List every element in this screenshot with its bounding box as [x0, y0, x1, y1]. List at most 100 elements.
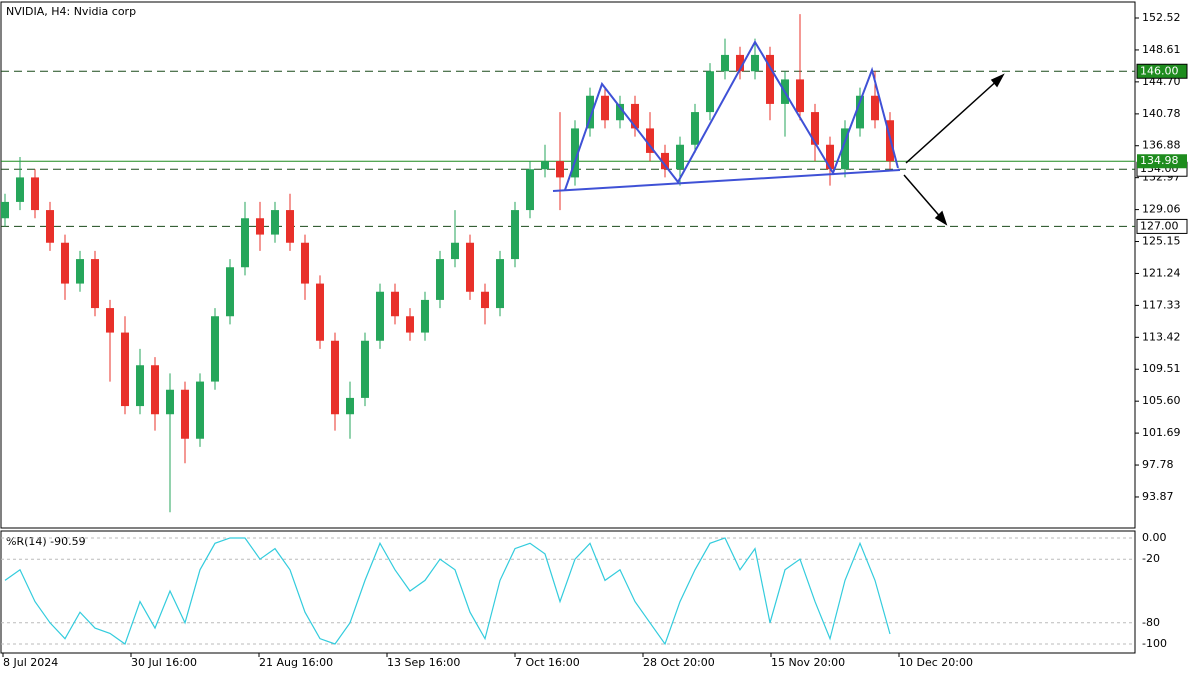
- x-tick-label: 10 Dec 20:00: [899, 656, 973, 669]
- arrows: [903, 73, 1005, 226]
- candle-body: [376, 291, 384, 341]
- candle-body: [346, 397, 354, 415]
- indicator-title: %R(14) -90.59: [6, 535, 86, 548]
- y-tick-label: 109.51: [1142, 362, 1181, 375]
- candle-body: [76, 259, 84, 284]
- candle-body: [31, 177, 39, 211]
- y-tick-label: 101.69: [1142, 426, 1181, 439]
- candle-body: [571, 128, 579, 178]
- candle-body: [736, 54, 744, 72]
- main-frame: [0, 1, 1136, 529]
- candle-body: [691, 112, 699, 145]
- candle-body: [751, 54, 759, 72]
- x-tick-label: 8 Jul 2024: [3, 656, 58, 669]
- indicator-tick-label: -80: [1142, 616, 1160, 629]
- arrow-down-head: [934, 210, 948, 226]
- y-tick-label: 125.15: [1142, 235, 1181, 248]
- indicator-tick-label: 0.00: [1142, 531, 1167, 544]
- candle-body: [646, 128, 654, 153]
- candle-body: [406, 316, 414, 333]
- candle-body: [256, 218, 264, 235]
- candle-body: [391, 291, 399, 317]
- candle-body: [361, 340, 369, 398]
- candle-body: [301, 242, 309, 284]
- candle-body: [211, 316, 219, 382]
- pattern-lines: [552, 39, 901, 192]
- y-tick-label: 140.78: [1142, 107, 1181, 120]
- candle-body: [706, 71, 714, 113]
- candle-body: [841, 128, 849, 170]
- candle-body: [601, 95, 609, 121]
- candle-body: [226, 267, 234, 317]
- x-tick-label: 30 Jul 16:00: [131, 656, 197, 669]
- neckline: [552, 169, 901, 192]
- indicator-line: [4, 537, 891, 646]
- candle-body: [46, 210, 54, 243]
- candle-body: [286, 210, 294, 243]
- candle-body: [661, 152, 669, 170]
- x-tick-label: 7 Oct 16:00: [515, 656, 580, 669]
- candle-body: [721, 54, 729, 72]
- y-tick-label: 105.60: [1142, 394, 1181, 407]
- candle-body: [466, 242, 474, 292]
- indicator-tick-label: -20: [1142, 552, 1160, 565]
- candle-body: [271, 210, 279, 235]
- candle-body: [16, 177, 24, 202]
- y-tick-label: 93.87: [1142, 490, 1174, 503]
- candle-body: [436, 259, 444, 300]
- candle-body: [91, 259, 99, 309]
- candle-body: [511, 210, 519, 260]
- level-label-box: [1136, 218, 1188, 234]
- candle-body: [526, 169, 534, 211]
- y-tick-label: 152.52: [1142, 11, 1181, 24]
- indicator-tick-label: -100: [1142, 637, 1167, 650]
- candle-body: [181, 389, 189, 439]
- candle-body: [421, 299, 429, 333]
- candle-body: [166, 389, 174, 415]
- candle-body: [241, 218, 249, 268]
- candle-body: [556, 161, 564, 178]
- candle-body: [616, 103, 624, 121]
- candle-body: [121, 332, 129, 407]
- y-tick-label: 129.06: [1142, 203, 1181, 216]
- candle-body: [766, 54, 774, 104]
- marks: 152.52148.61144.70140.78136.88132.97129.…: [1, 11, 1188, 669]
- chart-title: NVIDIA, H4: Nvidia corp: [6, 5, 136, 18]
- candle-body: [106, 308, 114, 333]
- indicator-frame: [0, 530, 1136, 654]
- candle-body: [316, 283, 324, 341]
- candle-body: [196, 381, 204, 439]
- candle-body: [676, 144, 684, 170]
- y-tick-label: 136.88: [1142, 139, 1181, 152]
- candle-body: [811, 112, 819, 145]
- x-tick-label: 28 Oct 20:00: [643, 656, 715, 669]
- y-tick-label: 117.33: [1142, 298, 1181, 311]
- level-label: 146.00: [1140, 64, 1179, 77]
- arrow-up-head: [990, 73, 1005, 88]
- candle-body: [586, 95, 594, 129]
- candle-body: [481, 291, 489, 309]
- head-shoulders: [564, 39, 899, 191]
- arrow-down: [903, 174, 944, 221]
- candle-body: [496, 259, 504, 309]
- candle-body: [151, 365, 159, 415]
- candle-body: [796, 79, 804, 113]
- y-tick-label: 97.78: [1142, 458, 1174, 471]
- level-label-box: [1136, 63, 1188, 79]
- y-tick-label: 113.42: [1142, 330, 1181, 343]
- arrow-up: [905, 77, 1001, 164]
- x-tick-label: 21 Aug 16:00: [259, 656, 333, 669]
- last-price-label: 134.98: [1140, 154, 1179, 167]
- candle-body: [631, 103, 639, 129]
- last-price-box: [1137, 154, 1187, 169]
- candle-body: [871, 95, 879, 121]
- candle-body: [61, 242, 69, 284]
- level-label: 127.00: [1140, 219, 1179, 232]
- candle-body: [331, 340, 339, 415]
- candle-body: [451, 242, 459, 260]
- x-tick-label: 13 Sep 16:00: [387, 656, 460, 669]
- y-tick-label: 148.61: [1142, 43, 1181, 56]
- candle-body: [856, 95, 864, 129]
- candle-body: [541, 161, 549, 170]
